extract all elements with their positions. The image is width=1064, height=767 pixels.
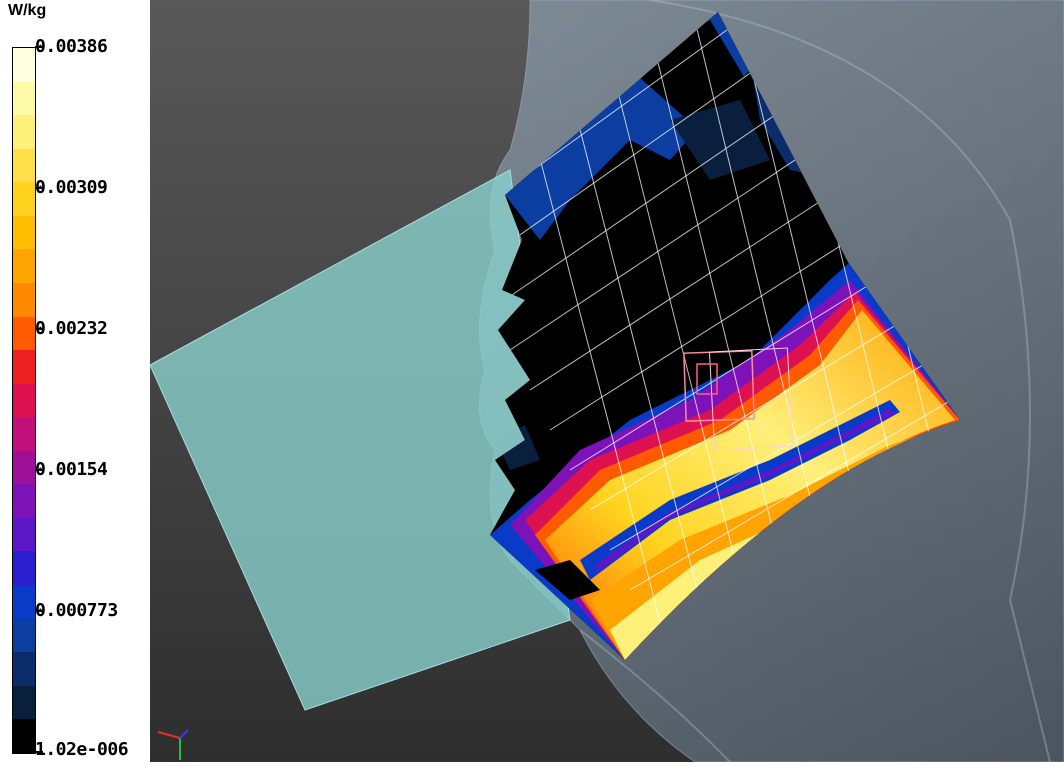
- legend-color-segment: [13, 719, 35, 753]
- legend-color-segment: [13, 618, 35, 653]
- legend-color-segment: [13, 316, 35, 351]
- legend-color-segment: [13, 585, 35, 619]
- legend-tick-mark: [35, 469, 43, 471]
- legend-color-segment: [13, 182, 35, 216]
- legend-tick-5: 0.000773: [35, 600, 118, 621]
- axis-triad: [150, 726, 190, 767]
- legend-tick-mark: [35, 46, 43, 48]
- legend-tick-mark: [35, 751, 43, 753]
- legend-tick-mark: [35, 328, 43, 330]
- z-axis-icon: [179, 729, 189, 739]
- legend-color-segment: [13, 517, 35, 552]
- x-axis-icon: [157, 731, 181, 739]
- legend-color-segment: [13, 417, 35, 451]
- legend-tick-2: 0.00309: [35, 177, 108, 198]
- legend-color-segment: [13, 249, 35, 283]
- legend-color-segment: [13, 383, 35, 418]
- legend-tick-mark: [35, 187, 43, 189]
- legend-color-segment: [13, 115, 35, 149]
- phantom-plate: [150, 169, 571, 711]
- color-legend: W/kg 0.00386 0.00309 0.00232 0.00154 0.0…: [0, 0, 150, 762]
- legend-color-segment: [13, 282, 35, 317]
- legend-color-segment: [13, 148, 35, 183]
- legend-tick-mark: [35, 610, 43, 612]
- legend-color-segment: [13, 450, 35, 485]
- probe-box: [683, 347, 794, 451]
- legend-color-segment: [13, 685, 35, 720]
- legend-tick-4: 0.00154: [35, 459, 108, 480]
- legend-unit-label: W/kg: [8, 2, 47, 19]
- scene-render: [150, 0, 1064, 762]
- 3d-viewport[interactable]: [150, 0, 1064, 762]
- legend-color-segment: [13, 81, 35, 116]
- legend-color-segment: [13, 551, 35, 585]
- legend-color-segment: [13, 350, 35, 384]
- legend-color-segment: [13, 652, 35, 686]
- legend-colorbar: [12, 47, 36, 754]
- legend-tick-3: 0.00232: [35, 318, 108, 339]
- legend-tick-min: 1.02e-006: [35, 739, 129, 760]
- legend-color-segment: [13, 215, 35, 250]
- legend-tick-max: 0.00386: [35, 36, 108, 57]
- legend-color-segment: [13, 48, 35, 82]
- legend-color-segment: [13, 484, 35, 518]
